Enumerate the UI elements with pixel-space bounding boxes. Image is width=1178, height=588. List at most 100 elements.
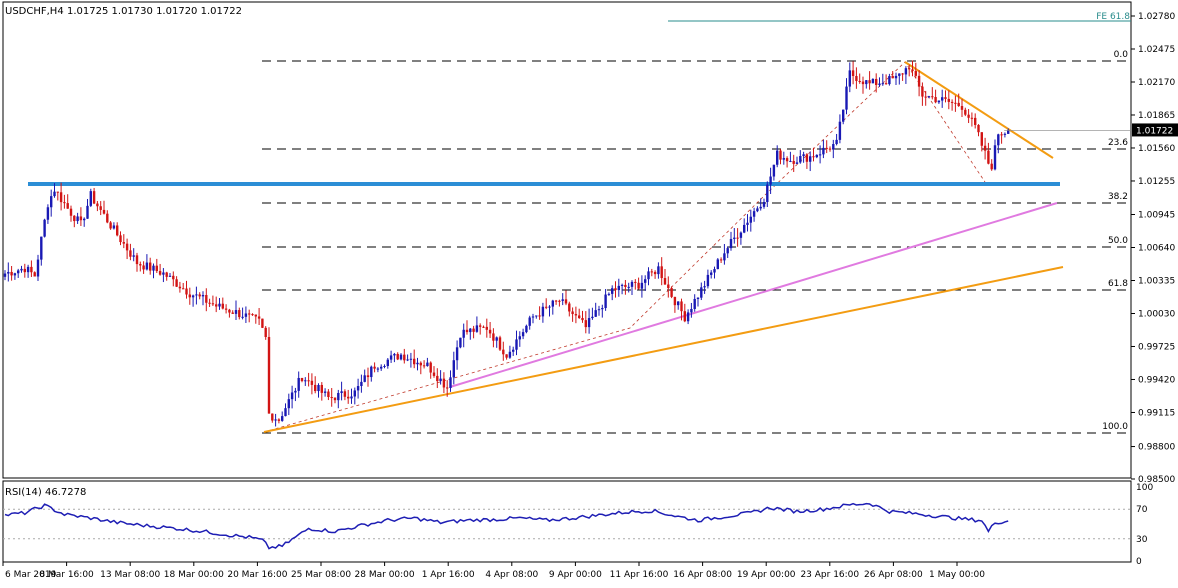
price-tick-label: 1.02780 bbox=[1138, 12, 1175, 22]
candle-body bbox=[574, 314, 578, 316]
candle-body bbox=[591, 316, 594, 319]
time-tick-label: 28 Mar 00:00 bbox=[355, 570, 415, 580]
fibonacci-retracement[interactable]: 0.0 23.6 38.2 50.0 61.8 100.0 FE 61.8 bbox=[262, 12, 1131, 434]
candle-body bbox=[238, 310, 241, 318]
candle-body bbox=[297, 377, 300, 391]
candle-body bbox=[33, 272, 36, 277]
candle-body bbox=[696, 297, 700, 299]
time-tick-label: 8 Mar 16:00 bbox=[39, 570, 94, 580]
candle-body bbox=[396, 353, 399, 360]
candle-body bbox=[782, 158, 785, 160]
candle-body bbox=[403, 354, 406, 361]
candle-body bbox=[832, 144, 835, 150]
candle-body bbox=[551, 300, 554, 307]
candle-body bbox=[924, 96, 927, 98]
price-tick-label: 1.00640 bbox=[1138, 244, 1175, 254]
candle-body bbox=[769, 176, 772, 185]
candle-body bbox=[693, 298, 696, 309]
candle-body bbox=[535, 315, 538, 317]
fibo-level-label: 50.0 bbox=[1108, 236, 1128, 246]
candle-body bbox=[7, 271, 10, 274]
ohlc-readout: 1.01725 1.01730 1.01720 1.01722 bbox=[67, 6, 242, 17]
candle-body bbox=[634, 281, 637, 283]
candle-body bbox=[683, 311, 686, 322]
candle-body bbox=[993, 145, 997, 170]
candle-body bbox=[825, 147, 828, 149]
rsi-tick-label: 0 bbox=[1136, 557, 1142, 567]
candle-body bbox=[835, 139, 838, 145]
candle-body bbox=[261, 318, 264, 328]
candle-body bbox=[86, 205, 89, 219]
time-tick-label: 1 Apr 16:00 bbox=[422, 570, 475, 580]
candle-body bbox=[264, 327, 267, 338]
symbol-timeframe-label: USDCHF,H4 bbox=[5, 6, 64, 17]
candle-body bbox=[554, 300, 558, 302]
candle-body bbox=[957, 102, 960, 107]
candle-body bbox=[564, 299, 568, 304]
candle-body bbox=[20, 268, 23, 271]
candle-body bbox=[908, 68, 911, 70]
candle-body bbox=[406, 359, 409, 361]
time-tick-label: 16 Apr 08:00 bbox=[673, 570, 732, 580]
candle-body bbox=[251, 314, 254, 316]
candle-body bbox=[931, 96, 934, 98]
fibo-level-label: 23.6 bbox=[1108, 138, 1128, 148]
candle-body bbox=[799, 156, 802, 163]
candle-body bbox=[277, 419, 281, 421]
candle-body bbox=[1003, 133, 1007, 135]
candle-body bbox=[241, 316, 244, 318]
candle-body bbox=[426, 362, 429, 367]
time-tick-label: 11 Apr 16:00 bbox=[610, 570, 669, 580]
candle-body bbox=[944, 97, 947, 99]
candle-body bbox=[838, 121, 842, 140]
candle-body bbox=[479, 325, 482, 327]
candle-body bbox=[495, 337, 498, 341]
price-tick-label: 1.02475 bbox=[1138, 45, 1175, 55]
candle-body bbox=[601, 308, 604, 310]
candle-body bbox=[142, 265, 145, 270]
candle-body bbox=[50, 196, 53, 208]
candle-body bbox=[323, 391, 327, 393]
candle-body bbox=[914, 71, 917, 76]
candle-body bbox=[627, 286, 630, 288]
candle-body bbox=[76, 216, 79, 222]
candle-body bbox=[228, 309, 231, 313]
candle-body bbox=[211, 303, 215, 305]
candle-body bbox=[647, 271, 650, 280]
candle-body bbox=[545, 306, 548, 308]
candle-body bbox=[475, 325, 479, 332]
candle-body bbox=[172, 275, 175, 280]
candle-body bbox=[680, 301, 683, 312]
candle-body bbox=[921, 86, 924, 97]
candle-body bbox=[343, 391, 347, 397]
candle-body bbox=[330, 397, 333, 399]
candle-body bbox=[703, 286, 706, 288]
candle-body bbox=[901, 73, 904, 75]
candle-body bbox=[650, 271, 653, 273]
candle-body bbox=[234, 310, 238, 314]
candle-body bbox=[670, 288, 673, 297]
candle-body bbox=[139, 264, 142, 266]
candle-body bbox=[116, 225, 119, 236]
time-tick-label: 1 May 00:00 bbox=[929, 570, 985, 580]
candle-body bbox=[191, 295, 195, 298]
candle-body bbox=[568, 303, 571, 312]
candle-body bbox=[218, 303, 221, 307]
candle-body bbox=[449, 377, 452, 388]
time-tick-label: 26 Apr 08:00 bbox=[864, 570, 923, 580]
candle-body bbox=[310, 380, 314, 385]
candle-body bbox=[462, 329, 465, 338]
trendlines[interactable] bbox=[28, 61, 1064, 433]
candle-body bbox=[789, 160, 792, 162]
price-tick-label: 0.98500 bbox=[1138, 475, 1175, 485]
candle-body bbox=[558, 300, 561, 302]
rsi-panel-border bbox=[2, 480, 1132, 563]
candle-body bbox=[518, 336, 521, 340]
candle-body bbox=[43, 219, 46, 237]
candle-body bbox=[947, 98, 950, 102]
fibo-level-label: 0.0 bbox=[1114, 50, 1129, 60]
candle-body bbox=[271, 413, 274, 421]
candle-body bbox=[898, 73, 901, 76]
